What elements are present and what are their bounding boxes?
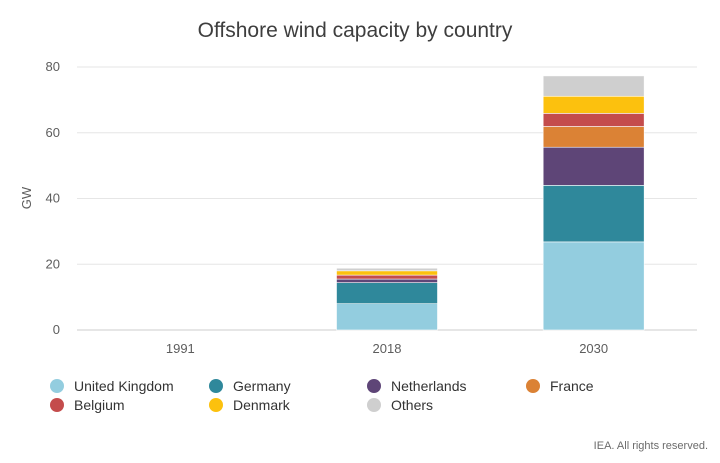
legend-swatch-germany bbox=[209, 379, 223, 393]
bar-germany-2030 bbox=[542, 185, 645, 243]
bar-netherlands-2030 bbox=[542, 146, 645, 186]
bar-united-kingdom-2030 bbox=[542, 241, 645, 331]
legend-label: Others bbox=[391, 397, 433, 413]
bar-france-2030 bbox=[542, 126, 645, 148]
bar-segments bbox=[336, 75, 645, 331]
legend-swatch-belgium bbox=[50, 398, 64, 412]
legend-swatch-france bbox=[526, 379, 540, 393]
y-tick-labels: 0 20 40 60 80 bbox=[46, 59, 60, 337]
legend-label: Denmark bbox=[233, 397, 291, 413]
legend-label: Netherlands bbox=[391, 378, 467, 394]
legend-swatch-denmark bbox=[209, 398, 223, 412]
x-tick-labels: 1991 2018 2030 bbox=[166, 341, 608, 356]
y-axis-label: GW bbox=[19, 186, 34, 209]
legend-swatch-others bbox=[367, 398, 381, 412]
bar-others-2030 bbox=[542, 75, 645, 97]
x-tick-label: 1991 bbox=[166, 341, 195, 356]
y-tick-label: 0 bbox=[53, 322, 60, 337]
legend-label: United Kingdom bbox=[74, 378, 174, 394]
legend-label: Germany bbox=[233, 378, 291, 394]
legend-swatch-netherlands bbox=[367, 379, 381, 393]
y-tick-label: 80 bbox=[46, 59, 60, 74]
y-tick-label: 60 bbox=[46, 125, 60, 140]
x-tick-label: 2030 bbox=[579, 341, 608, 356]
chart-title: Offshore wind capacity by country bbox=[198, 19, 513, 42]
legend-swatch-united-kingdom bbox=[50, 379, 64, 393]
bar-belgium-2030 bbox=[542, 113, 645, 127]
legend-label: France bbox=[550, 378, 594, 394]
bar-united-kingdom-2018 bbox=[336, 303, 438, 331]
bar-germany-2018 bbox=[336, 282, 438, 305]
bar-belgium-2018 bbox=[336, 274, 438, 280]
x-tick-label: 2018 bbox=[373, 341, 402, 356]
y-tick-label: 40 bbox=[46, 191, 60, 206]
y-tick-label: 20 bbox=[46, 256, 60, 271]
bar-netherlands-2018 bbox=[336, 278, 438, 283]
bar-denmark-2018 bbox=[336, 270, 438, 276]
bar-others-2018 bbox=[336, 267, 438, 272]
footer-credit: IEA. All rights reserved. bbox=[594, 440, 708, 452]
legend: United Kingdom Germany Netherlands France Be… bbox=[50, 378, 594, 413]
bar-denmark-2030 bbox=[542, 95, 645, 114]
legend-label: Belgium bbox=[74, 397, 125, 413]
